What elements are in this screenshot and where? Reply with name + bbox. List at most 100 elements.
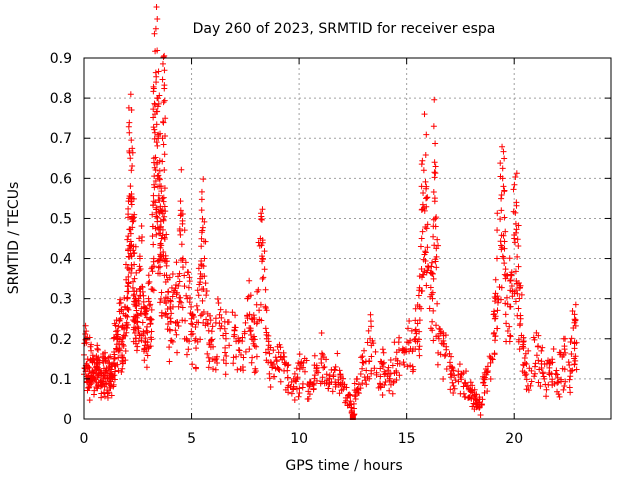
- data-point: [416, 273, 423, 280]
- data-point: [175, 282, 182, 289]
- data-point: [153, 4, 160, 11]
- data-point: [198, 229, 205, 236]
- data-point: [124, 325, 131, 332]
- data-point: [573, 366, 580, 373]
- data-point: [409, 368, 416, 375]
- data-point: [190, 314, 197, 321]
- data-point: [512, 298, 519, 305]
- data-point: [195, 292, 202, 299]
- data-point: [270, 347, 277, 354]
- y-tick-label: 0.6: [50, 171, 72, 187]
- data-point: [288, 378, 295, 385]
- data-point: [457, 390, 464, 397]
- data-point: [152, 25, 159, 32]
- data-point: [231, 324, 238, 331]
- data-point: [416, 346, 423, 353]
- data-point: [359, 359, 366, 366]
- data-point: [207, 317, 214, 324]
- data-point: [507, 277, 514, 284]
- data-point: [377, 373, 384, 380]
- data-point: [116, 347, 123, 354]
- x-tick-labels: 0 5 10 15 20: [80, 431, 524, 447]
- data-point: [103, 368, 110, 375]
- data-point: [546, 370, 553, 377]
- data-point: [407, 362, 414, 369]
- data-point: [140, 292, 147, 299]
- data-point: [446, 359, 453, 366]
- data-point: [242, 348, 249, 355]
- data-point: [476, 396, 483, 403]
- data-point: [126, 129, 133, 136]
- data-point: [202, 280, 209, 287]
- data-point: [129, 163, 136, 170]
- data-point: [183, 335, 190, 342]
- data-point: [437, 351, 444, 358]
- data-point: [186, 338, 193, 345]
- data-point: [359, 380, 366, 387]
- data-point: [259, 275, 266, 282]
- data-point: [507, 271, 514, 278]
- data-point: [423, 131, 430, 138]
- data-point: [449, 379, 456, 386]
- data-point: [483, 369, 490, 376]
- data-point: [262, 286, 269, 293]
- data-point: [277, 378, 284, 385]
- data-point: [487, 376, 494, 383]
- data-point: [199, 215, 206, 222]
- data-point: [432, 215, 439, 222]
- data-point: [209, 323, 216, 330]
- data-point: [136, 253, 143, 260]
- data-point: [565, 359, 572, 366]
- data-point: [447, 386, 454, 393]
- data-point: [241, 328, 248, 335]
- data-point: [148, 336, 155, 343]
- data-point: [393, 369, 400, 376]
- data-point: [105, 359, 112, 366]
- data-point: [119, 357, 126, 364]
- data-point: [129, 284, 136, 291]
- data-point: [311, 352, 318, 359]
- data-point: [484, 368, 491, 375]
- data-point: [288, 390, 295, 397]
- data-point: [140, 328, 147, 335]
- data-point: [265, 338, 272, 345]
- data-point: [501, 238, 508, 245]
- y-axis-label: SRMTID / TECUs: [6, 182, 22, 295]
- data-point: [500, 183, 507, 190]
- data-point: [259, 237, 266, 244]
- data-point: [513, 202, 520, 209]
- data-point: [111, 320, 118, 327]
- data-point: [566, 362, 573, 369]
- data-point: [198, 243, 205, 250]
- data-point: [330, 373, 337, 380]
- data-point: [499, 175, 506, 182]
- data-point: [506, 323, 513, 330]
- y-tick-labels: 0 0.1 0.2 0.3 0.4 0.5 0.6 0.7 0.8 0.9: [50, 51, 72, 428]
- data-point: [176, 294, 183, 301]
- data-point: [115, 367, 122, 374]
- data-point: [320, 364, 327, 371]
- data-point: [226, 342, 233, 349]
- data-point: [224, 319, 231, 326]
- data-point: [135, 338, 142, 345]
- data-point: [247, 328, 254, 335]
- y-tick-label: 0: [63, 412, 72, 428]
- data-point: [131, 330, 138, 337]
- data-point: [139, 233, 146, 240]
- data-point: [95, 354, 102, 361]
- data-point: [412, 317, 419, 324]
- data-point: [173, 331, 180, 338]
- data-point: [557, 351, 564, 358]
- data-point: [153, 121, 160, 128]
- data-point: [543, 393, 550, 400]
- data-point: [267, 384, 274, 391]
- data-point: [355, 390, 362, 397]
- data-point: [359, 365, 366, 372]
- data-point: [543, 386, 550, 393]
- data-point: [404, 339, 411, 346]
- data-point: [362, 377, 369, 384]
- data-point: [414, 302, 421, 309]
- data-point: [523, 360, 530, 367]
- data-point: [562, 349, 569, 356]
- data-point: [97, 379, 104, 386]
